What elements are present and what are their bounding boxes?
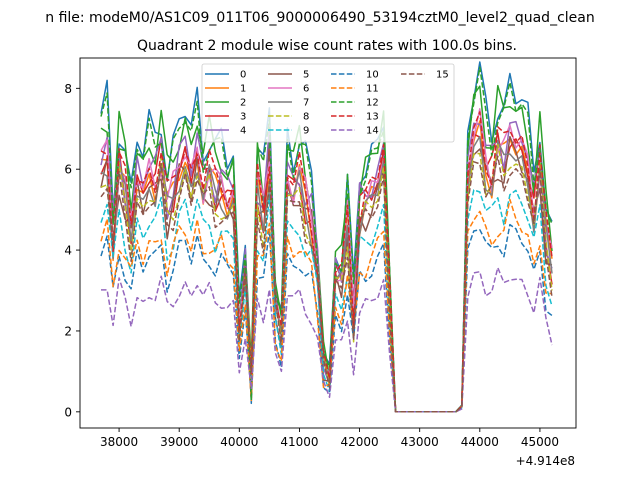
legend-label-9: 9 xyxy=(303,126,309,137)
series-line-13 xyxy=(100,111,553,413)
axes-frame xyxy=(79,57,577,429)
series-line-9 xyxy=(100,189,553,413)
legend-label-14: 14 xyxy=(366,126,379,137)
x-tick-label: 38000 xyxy=(100,435,138,449)
y-tick-label: 0 xyxy=(64,405,72,419)
legend-label-13: 13 xyxy=(366,112,379,123)
legend-label-11: 11 xyxy=(366,84,379,95)
series-line-14 xyxy=(101,266,553,413)
legend-label-7: 7 xyxy=(303,98,309,109)
series-line-2 xyxy=(100,84,553,413)
y-tick-label: 2 xyxy=(64,324,72,338)
x-tick-label: 39000 xyxy=(160,435,198,449)
x-tick-label: 44000 xyxy=(461,435,499,449)
x-tick-label: 45000 xyxy=(521,435,559,449)
series-line-11 xyxy=(100,198,553,413)
y-tick-label: 4 xyxy=(64,244,72,258)
legend-label-10: 10 xyxy=(366,70,379,81)
legend-label-1: 1 xyxy=(240,84,246,95)
y-tick-label: 8 xyxy=(64,82,72,96)
legend-label-5: 5 xyxy=(303,70,309,81)
legend-label-15: 15 xyxy=(436,70,449,81)
x-tick-label: 41000 xyxy=(280,435,318,449)
tick-layer: 38000 39000 40000 41000 42000 43000 44000 45000… xyxy=(64,82,559,449)
figure-suptitle: n file: modeM0/AS1C09_011T06_9000006490_… xyxy=(45,10,594,26)
series-line-12 xyxy=(100,66,553,413)
legend-label-8: 8 xyxy=(303,112,309,123)
legend-label-4: 4 xyxy=(240,126,246,137)
chart-title: Quadrant 2 module wise count rates with … xyxy=(137,38,517,54)
legend-label-3: 3 xyxy=(240,112,246,123)
series-line-5 xyxy=(100,135,553,413)
legend-label-6: 6 xyxy=(303,84,309,95)
series-line-15 xyxy=(100,155,553,413)
legend-frame xyxy=(201,63,455,143)
x-tick-label: 42000 xyxy=(340,435,378,449)
legend-label-12: 12 xyxy=(366,98,379,109)
x-tick-label: 43000 xyxy=(401,435,439,449)
plot-layer xyxy=(100,61,553,413)
y-tick-label: 6 xyxy=(64,163,72,177)
x-offset-label: +4.914e8 xyxy=(516,454,575,468)
legend-label-0: 0 xyxy=(240,70,246,81)
x-tick-label: 40000 xyxy=(220,435,258,449)
legend-label-2: 2 xyxy=(240,98,246,109)
